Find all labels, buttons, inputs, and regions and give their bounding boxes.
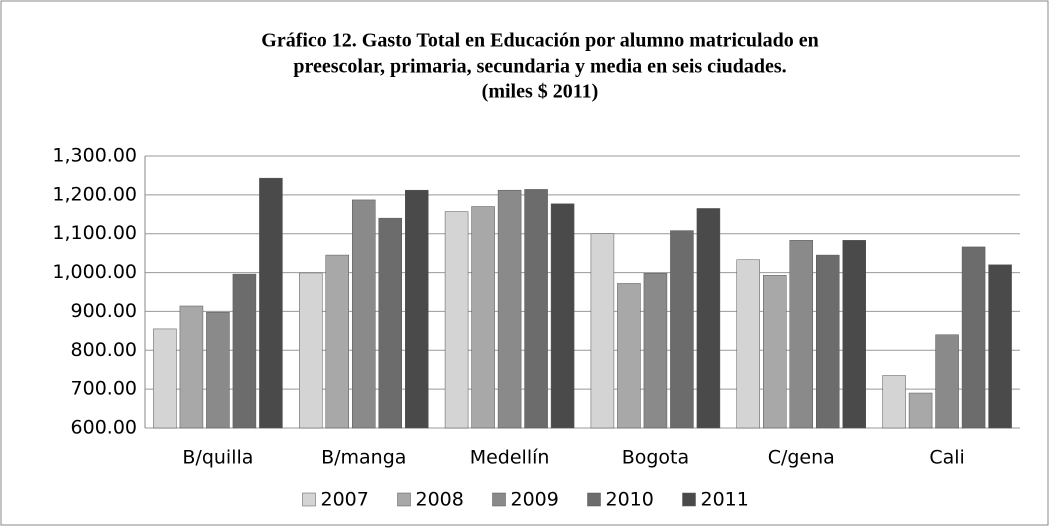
bar bbox=[736, 259, 760, 429]
bar bbox=[590, 233, 615, 429]
bar bbox=[352, 199, 376, 429]
bar bbox=[550, 203, 575, 429]
bar bbox=[789, 240, 813, 429]
bar bbox=[444, 211, 469, 429]
bar bbox=[153, 328, 177, 429]
bar bbox=[988, 264, 1012, 429]
bar bbox=[524, 189, 548, 429]
chart-title: (miles $ 2011) bbox=[482, 81, 599, 103]
bar bbox=[763, 275, 787, 429]
bar bbox=[617, 283, 641, 429]
legend-label: 2009 bbox=[511, 489, 559, 511]
chart-title: preescolar, primaria, secundaria y media… bbox=[293, 56, 786, 78]
y-tick-label: 1,200.00 bbox=[52, 183, 137, 205]
legend-label: 2008 bbox=[416, 489, 464, 511]
y-tick-label: 1,100.00 bbox=[52, 222, 137, 244]
legend-swatch bbox=[397, 492, 411, 507]
bar bbox=[405, 189, 429, 429]
x-tick-label: B/manga bbox=[321, 447, 406, 469]
bar bbox=[908, 392, 933, 429]
y-tick-label: 900.00 bbox=[71, 300, 137, 322]
bar bbox=[882, 375, 906, 429]
bar bbox=[325, 254, 349, 429]
legend-swatch bbox=[302, 492, 316, 507]
bar bbox=[696, 208, 721, 429]
chart-title: Gráfico 12. Gasto Total en Educación por… bbox=[261, 30, 818, 52]
y-tick-label: 1,000.00 bbox=[52, 261, 137, 283]
x-tick-label: B/quilla bbox=[182, 447, 253, 469]
legend-swatch bbox=[682, 492, 696, 507]
bar bbox=[670, 230, 694, 429]
legend-swatch bbox=[587, 492, 601, 507]
bar bbox=[935, 334, 959, 429]
bar bbox=[206, 311, 230, 429]
bar bbox=[961, 246, 986, 429]
x-tick-label: Medellín bbox=[470, 447, 550, 469]
bar bbox=[259, 177, 283, 429]
legend-label: 2007 bbox=[321, 489, 369, 511]
legend-swatch bbox=[492, 492, 506, 507]
y-tick-label: 1,300.00 bbox=[52, 145, 137, 167]
x-tick-label: Bogota bbox=[622, 447, 689, 469]
y-tick-label: 700.00 bbox=[71, 378, 137, 400]
bar bbox=[816, 254, 840, 429]
bar bbox=[179, 305, 204, 429]
legend-label: 2010 bbox=[606, 489, 654, 511]
x-tick-label: Cali bbox=[929, 447, 964, 469]
bar bbox=[378, 217, 402, 429]
bar bbox=[471, 206, 495, 429]
bar bbox=[643, 273, 668, 429]
bar bbox=[232, 273, 257, 429]
x-tick-label: C/gena bbox=[768, 447, 835, 469]
y-tick-label: 600.00 bbox=[71, 417, 137, 439]
y-tick-label: 800.00 bbox=[71, 339, 137, 361]
bar bbox=[299, 272, 323, 429]
bar bbox=[497, 189, 522, 429]
bar bbox=[842, 240, 866, 429]
legend-label: 2011 bbox=[701, 489, 749, 511]
